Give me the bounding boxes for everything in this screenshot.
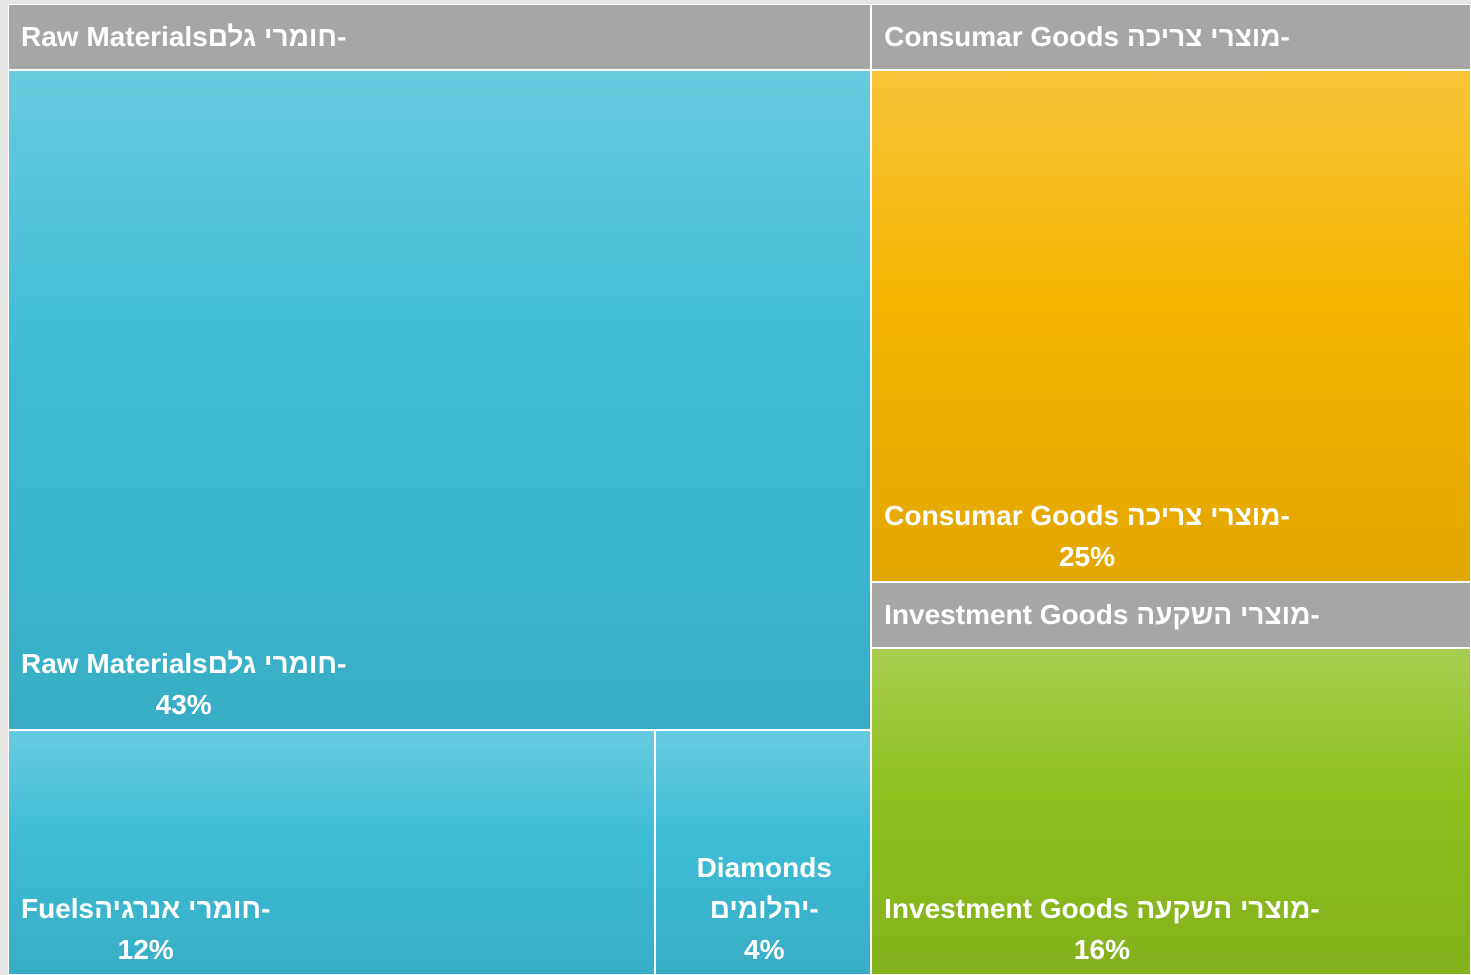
group-header: Investment Goods מוצרי השקעה- bbox=[871, 581, 1471, 648]
treemap-tile: Diamonds יהלומים- 4% bbox=[655, 729, 872, 975]
tile-name: Fuelsחומרי אנרגיה- bbox=[21, 892, 271, 924]
tile-value: 16% bbox=[1073, 933, 1130, 965]
tile-value: 12% bbox=[117, 933, 174, 965]
tile-name: Diamonds יהלומים- bbox=[696, 851, 832, 924]
tile-label: Consumar Goods מוצרי צריכה- 25% bbox=[884, 495, 1290, 577]
tile-name: Investment Goods מוצרי השקעה- bbox=[884, 892, 1320, 924]
tile-label: Raw Materialsחומרי גלם- 43% bbox=[21, 643, 346, 725]
treemap-tile: Investment Goods מוצרי השקעה- 16% bbox=[871, 647, 1471, 975]
tile-label: Diamonds יהלומים- 4% bbox=[668, 847, 860, 970]
tile-name: Consumar Goods מוצרי צריכה- bbox=[884, 499, 1290, 531]
treemap-tile: Consumar Goods מוצרי צריכה- 25% bbox=[871, 70, 1471, 582]
tile-label: Fuelsחומרי אנרגיה- 12% bbox=[21, 888, 270, 970]
tile-value: 25% bbox=[1058, 540, 1116, 572]
treemap-tile: Raw Materialsחומרי גלם- 43% bbox=[8, 70, 872, 730]
tile-name: Raw Materialsחומרי גלם- bbox=[21, 647, 347, 679]
tile-value: 43% bbox=[155, 688, 212, 720]
treemap: Raw Materialsחומרי גלם- Raw Materialsחומר… bbox=[8, 4, 1471, 975]
tile-value: 4% bbox=[744, 933, 785, 965]
group-header: Consumar Goods מוצרי צריכה- bbox=[871, 4, 1471, 70]
group-header: Raw Materialsחומרי גלם- bbox=[8, 4, 872, 70]
tile-label: Investment Goods מוצרי השקעה- 16% bbox=[884, 888, 1320, 970]
treemap-tile: Fuelsחומרי אנרגיה- 12% bbox=[8, 729, 656, 975]
